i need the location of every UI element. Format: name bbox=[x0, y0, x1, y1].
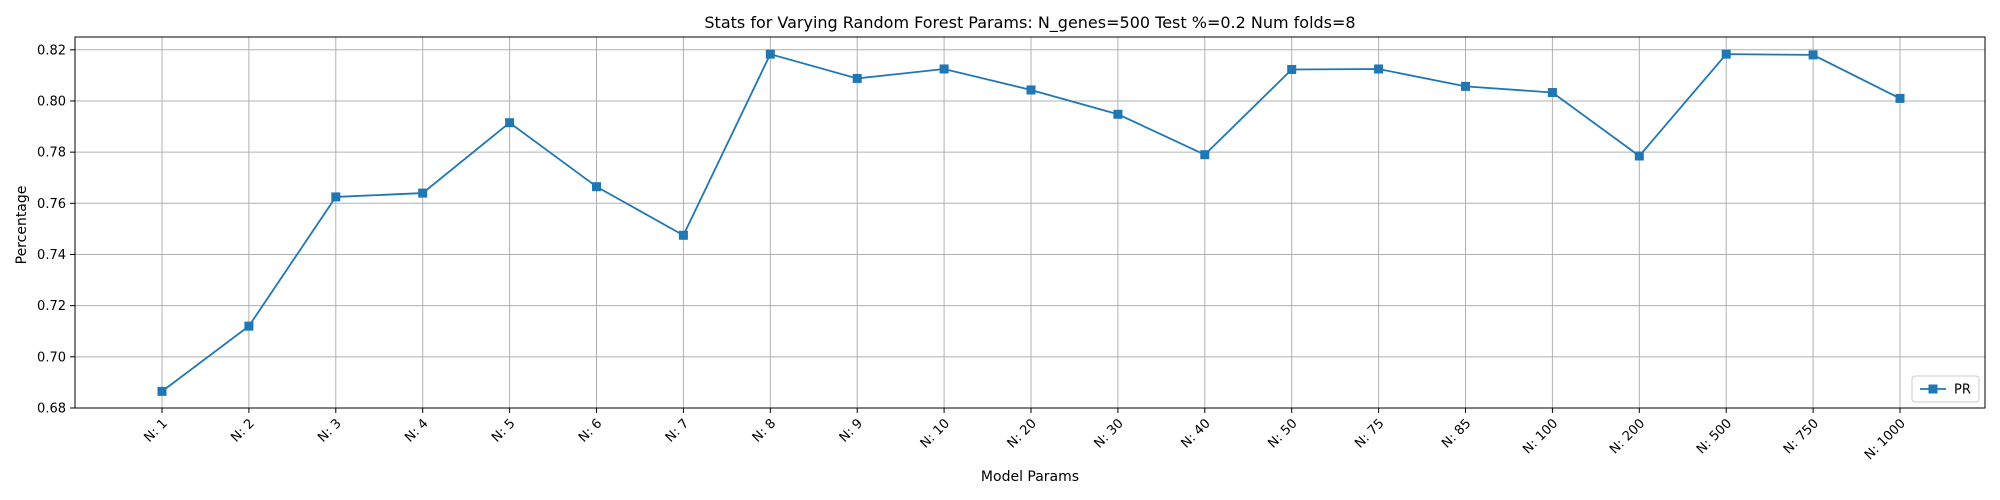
y-tick-label: 0.80 bbox=[37, 94, 66, 109]
legend: PR bbox=[1911, 375, 1980, 403]
data-point bbox=[1634, 151, 1644, 161]
y-tick-label: 0.70 bbox=[37, 350, 66, 365]
data-point bbox=[244, 321, 254, 331]
data-point bbox=[939, 64, 949, 74]
chart-title: Stats for Varying Random Forest Params: … bbox=[704, 13, 1355, 33]
data-point bbox=[505, 118, 515, 128]
y-tick-label: 0.82 bbox=[37, 43, 66, 58]
y-tick-label: 0.68 bbox=[37, 402, 66, 417]
data-point bbox=[678, 230, 688, 240]
data-point bbox=[1026, 85, 1036, 95]
data-point bbox=[1808, 50, 1818, 60]
data-point bbox=[852, 73, 862, 83]
data-point bbox=[157, 386, 167, 396]
x-axis-title: Model Params bbox=[981, 469, 1079, 485]
plot-frame bbox=[74, 36, 1986, 409]
data-point bbox=[418, 188, 428, 198]
legend-label: PR bbox=[1954, 383, 1971, 398]
data-point bbox=[1200, 150, 1210, 160]
data-point bbox=[331, 192, 341, 202]
y-axis-title: Percentage bbox=[14, 186, 30, 265]
data-point bbox=[1895, 93, 1905, 103]
data-point bbox=[1721, 49, 1731, 59]
data-point bbox=[765, 49, 775, 59]
y-tick-label: 0.76 bbox=[37, 197, 66, 212]
data-point bbox=[1287, 64, 1297, 74]
y-tick-label: 0.72 bbox=[37, 299, 66, 314]
legend-marker bbox=[1928, 384, 1938, 394]
data-point bbox=[1374, 64, 1384, 74]
data-point bbox=[1461, 81, 1470, 91]
series-layer bbox=[157, 49, 1905, 396]
data-point bbox=[1547, 88, 1557, 98]
data-point bbox=[1113, 109, 1123, 119]
y-tick-label: 0.78 bbox=[37, 146, 66, 161]
data-point bbox=[592, 182, 601, 192]
y-tick-label: 0.74 bbox=[37, 248, 66, 263]
